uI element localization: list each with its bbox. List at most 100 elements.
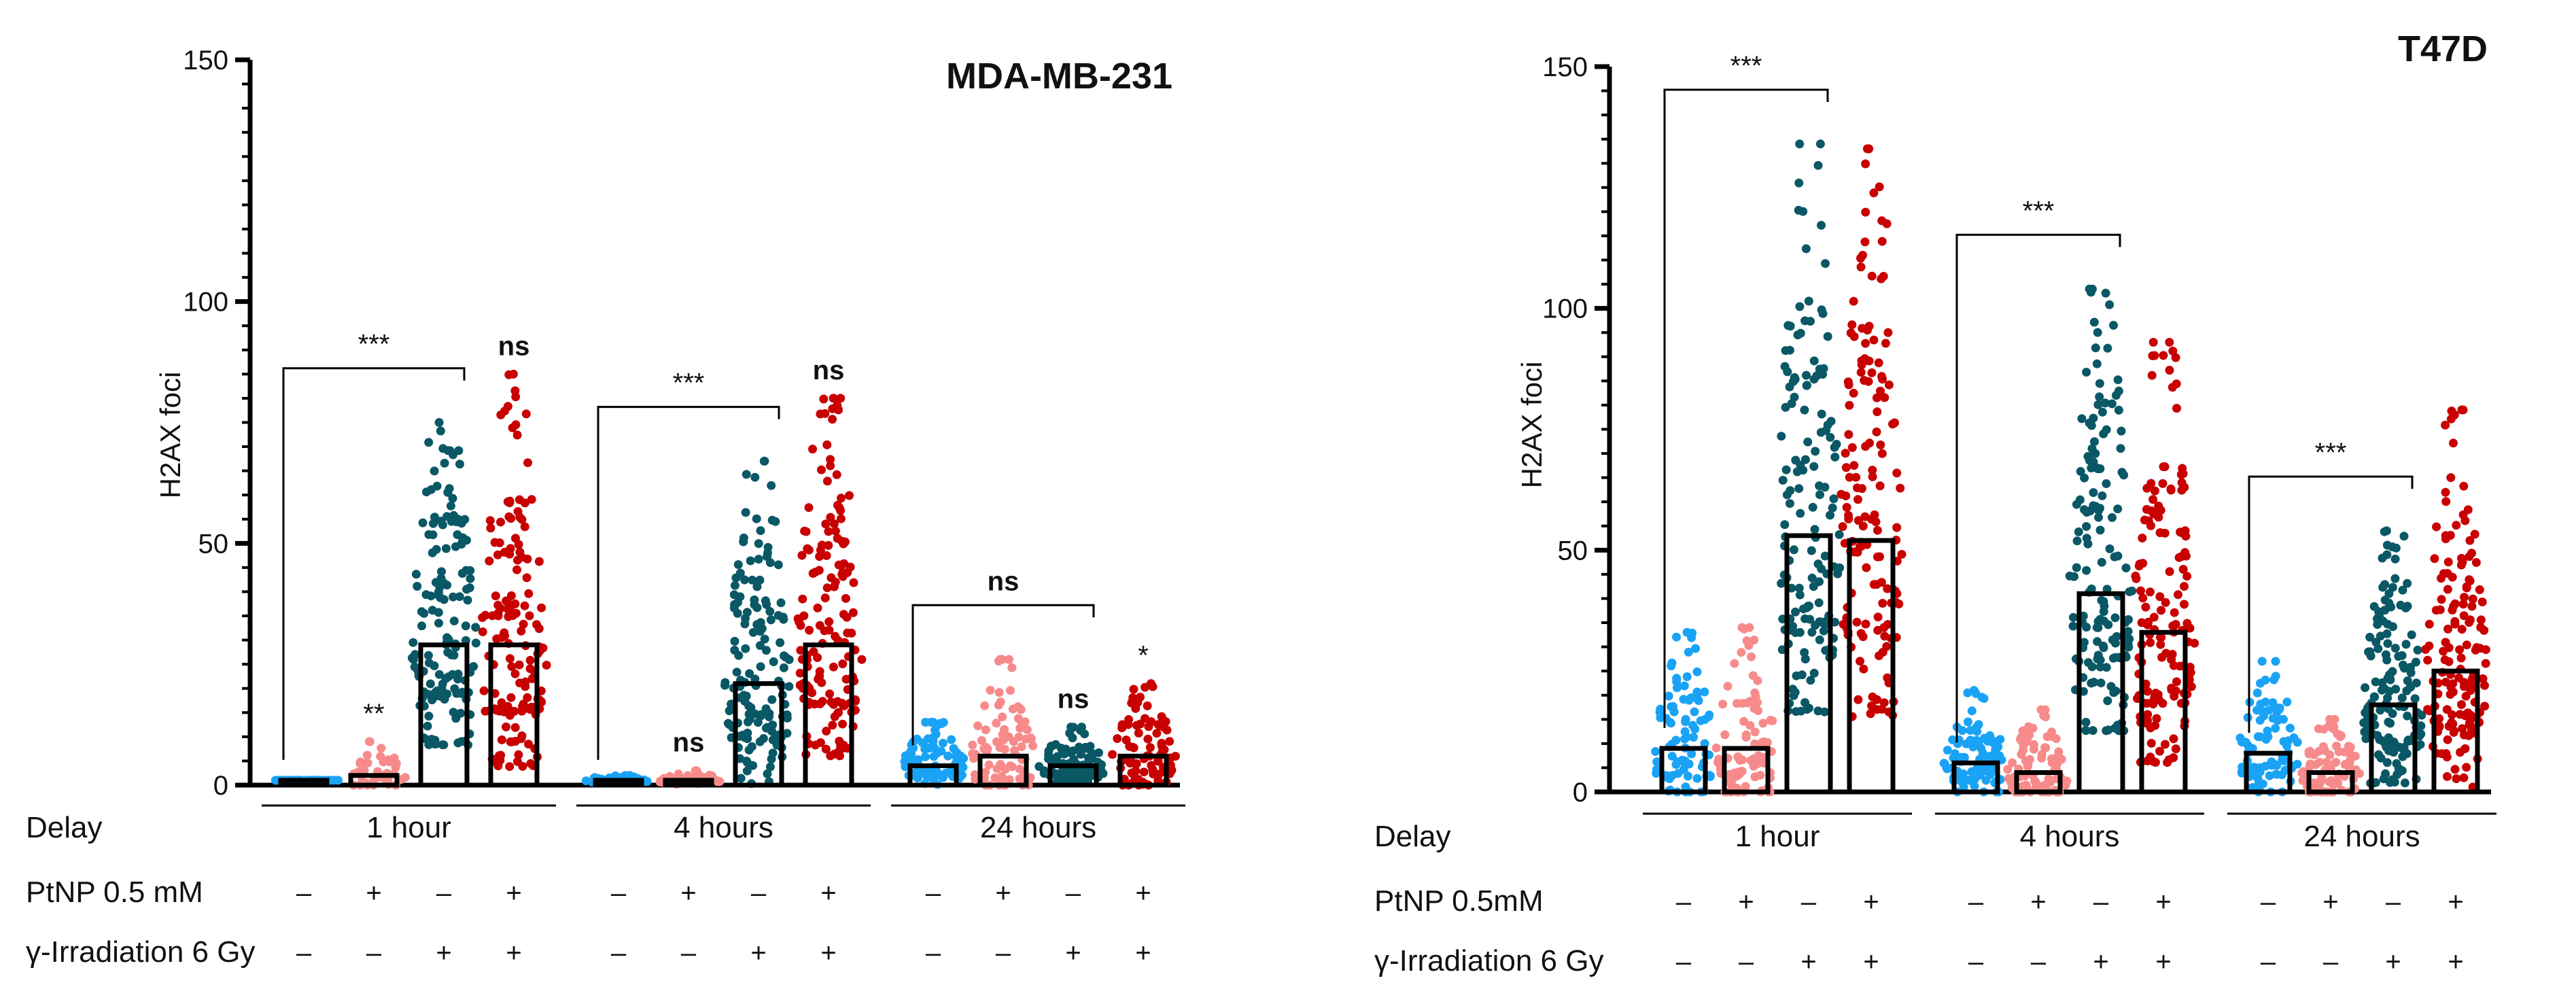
data-point-combo [845, 491, 854, 500]
data-point-combo [1845, 472, 1854, 482]
data-point-irradiation [2416, 729, 2426, 739]
data-point-irradiation [436, 426, 445, 436]
group-label: 24 hours [980, 811, 1096, 844]
bar-control [907, 763, 959, 788]
data-point-combo [2435, 605, 2445, 614]
data-point-irradiation [755, 737, 765, 746]
data-point-irradiation [1787, 583, 1796, 593]
data-point-ptnp [980, 701, 990, 710]
data-point-combo [822, 440, 832, 449]
data-point-irradiation [759, 456, 769, 466]
data-point-combo [1154, 769, 1164, 779]
data-point-combo [2176, 552, 2186, 561]
data-point-control [905, 755, 914, 765]
data-point-combo [2475, 585, 2484, 594]
data-point-combo [1837, 489, 1846, 499]
data-point-ptnp [2325, 777, 2335, 786]
data-point-irradiation [1828, 503, 1837, 513]
data-point-combo [2467, 602, 2477, 611]
bracket-label: *** [1730, 51, 1762, 81]
data-point-irradiation [1805, 614, 1815, 624]
data-point-ptnp [1768, 716, 1777, 725]
data-point-irradiation [1803, 705, 1812, 714]
data-point-combo [2170, 608, 2179, 617]
data-point-combo [826, 513, 835, 522]
data-point-combo [1145, 743, 1155, 752]
data-point-irradiation [739, 691, 748, 700]
data-point-control [1681, 782, 1690, 792]
data-point-control [1996, 735, 2005, 744]
data-point-combo [1896, 483, 1905, 493]
data-point-control [1671, 760, 1681, 769]
data-point-irradiation [1830, 452, 1840, 462]
data-point-irradiation [432, 544, 441, 554]
data-point-ptnp [2024, 722, 2034, 731]
data-point-ptnp [2315, 757, 2325, 767]
data-point-ptnp [2021, 756, 2030, 765]
data-point-combo [1872, 427, 1881, 436]
data-point-combo [1861, 339, 1870, 348]
data-point-combo [1853, 695, 1863, 704]
data-point-combo [1894, 600, 1904, 608]
data-point-irradiation [1815, 139, 1825, 149]
data-point-irradiation [734, 651, 744, 660]
data-point-control [1669, 707, 1679, 716]
data-point-combo [2441, 749, 2451, 758]
data-point-irradiation [769, 657, 778, 666]
irradiation-sign: – [996, 938, 1011, 968]
data-point-combo [513, 555, 522, 565]
data-point-irradiation [2384, 589, 2394, 598]
data-point-combo [2144, 516, 2153, 525]
data-point-irradiation [408, 638, 418, 647]
data-point-combo [2180, 582, 2189, 591]
data-point-irradiation [1083, 744, 1092, 753]
data-point-combo [809, 647, 818, 657]
y-tick-label: 50 [198, 529, 229, 559]
data-point-irradiation [2382, 758, 2392, 767]
data-point-combo [505, 654, 515, 663]
data-point-irradiation [784, 655, 794, 664]
data-point-control [1972, 735, 1981, 745]
data-point-combo [822, 551, 831, 560]
data-point-combo [1165, 737, 1174, 746]
data-point-combo [525, 611, 534, 621]
data-point-irradiation [2085, 418, 2094, 428]
data-point-ptnp [1741, 733, 1751, 742]
data-point-combo [2177, 478, 2187, 487]
data-point-control [2274, 705, 2284, 714]
data-point-combo [524, 589, 534, 598]
data-point-ptnp [992, 719, 1001, 728]
ptnp-sign: – [611, 878, 627, 908]
data-point-combo [2437, 595, 2446, 604]
data-point-ptnp [2054, 747, 2064, 757]
data-point-combo [503, 702, 512, 711]
data-point-combo [838, 659, 848, 669]
data-point-irradiation [449, 592, 458, 602]
data-point-combo [2147, 370, 2157, 380]
data-point-combo [2155, 528, 2165, 538]
data-point-irradiation [434, 619, 443, 628]
data-point-irradiation [446, 501, 455, 510]
irradiation-sign: + [2093, 947, 2108, 977]
data-point-combo [2441, 677, 2450, 687]
data-point-combo [1861, 159, 1870, 169]
data-point-combo [1868, 472, 1877, 481]
y-tick-label: 100 [183, 288, 228, 317]
data-point-irradiation [2369, 692, 2379, 702]
data-point-combo [2160, 740, 2170, 749]
data-point-irradiation [461, 621, 470, 631]
data-point-irradiation [742, 470, 751, 479]
data-point-irradiation [765, 762, 775, 772]
data-point-combo [515, 513, 525, 522]
data-point-control [901, 762, 910, 772]
data-point-combo [843, 628, 852, 638]
bracket-label: *** [673, 368, 705, 398]
data-point-combo [1874, 358, 1883, 368]
data-point-combo [829, 662, 838, 672]
data-point-irradiation [731, 573, 741, 583]
data-point-combo [2470, 530, 2479, 539]
data-point-irradiation [2392, 759, 2401, 768]
data-point-ptnp [355, 759, 365, 768]
data-point-combo [507, 662, 517, 672]
data-point-control [938, 738, 947, 748]
